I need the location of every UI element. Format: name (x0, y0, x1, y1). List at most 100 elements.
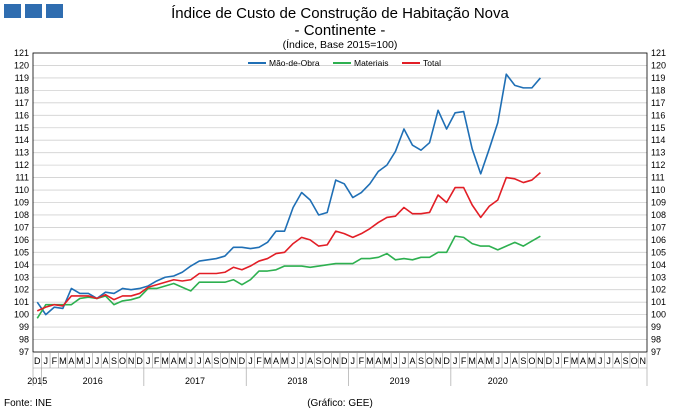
x-month-label: F (154, 356, 160, 366)
x-month-label: S (520, 356, 526, 366)
y-tick-label-left: 116 (15, 110, 29, 120)
y-tick-label-left: 99 (19, 322, 29, 332)
x-month-label: J (248, 356, 253, 366)
x-month-label: M (588, 356, 596, 366)
chart-note: (Índice, Base 2015=100) (282, 39, 398, 51)
y-tick-label-right: 111 (651, 173, 665, 183)
x-month-label: F (461, 356, 467, 366)
x-month-label: N (435, 356, 442, 366)
y-tick-label-left: 102 (14, 285, 29, 295)
x-month-label: A (375, 356, 381, 366)
x-month-label: M (178, 356, 186, 366)
x-month-label: A (614, 356, 620, 366)
y-tick-label-right: 118 (651, 85, 665, 95)
x-month-label: F (359, 356, 365, 366)
x-month-label: S (623, 356, 629, 366)
y-tick-label-right: 101 (651, 297, 666, 307)
x-month-label: O (528, 356, 535, 366)
x-year-label: 2015 (27, 376, 47, 386)
y-tick-label-right: 109 (651, 198, 666, 208)
x-year-label: 2017 (185, 376, 205, 386)
y-tick-label-right: 112 (651, 160, 665, 170)
x-year-label: 2016 (83, 376, 103, 386)
x-month-label: A (273, 356, 279, 366)
y-tick-label-left: 108 (14, 210, 29, 220)
y-tick-label-left: 104 (14, 260, 29, 270)
y-tick-label-right: 98 (651, 335, 661, 345)
x-month-label: M (59, 356, 67, 366)
logo-block-1 (4, 4, 21, 18)
x-year-label: 2019 (390, 376, 410, 386)
y-tick-label-left: 98 (19, 335, 29, 345)
x-month-label: N (230, 356, 237, 366)
y-tick-label-left: 101 (14, 297, 29, 307)
x-month-label: J (496, 356, 501, 366)
x-month-label: O (221, 356, 228, 366)
x-month-label: J (197, 356, 202, 366)
series-line-total (36, 171, 541, 312)
y-tick-label-left: 115 (15, 123, 29, 133)
y-tick-label-right: 104 (651, 260, 666, 270)
x-month-label: J (146, 356, 151, 366)
x-month-label: J (555, 356, 560, 366)
x-month-label: A (68, 356, 74, 366)
y-tick-label-left: 117 (15, 98, 29, 108)
y-tick-label-left: 121 (14, 48, 29, 58)
y-tick-label-right: 113 (651, 148, 665, 158)
y-tick-label-left: 105 (14, 247, 29, 257)
x-month-label: D (341, 356, 348, 366)
y-tick-label-left: 112 (15, 160, 29, 170)
y-tick-label-left: 100 (14, 310, 29, 320)
y-tick-label-left: 106 (14, 235, 29, 245)
y-tick-label-left: 107 (14, 222, 29, 232)
x-month-label: J (351, 356, 356, 366)
logo-block-3 (46, 4, 63, 18)
x-month-label: F (52, 356, 58, 366)
x-month-label: S (213, 356, 219, 366)
y-tick-label-left: 113 (15, 148, 29, 158)
x-month-label: J (291, 356, 296, 366)
x-month-label: J (453, 356, 458, 366)
x-month-label: M (366, 356, 374, 366)
x-month-label: A (171, 356, 177, 366)
y-tick-label-left: 114 (15, 135, 29, 145)
source-note: Fonte: INE (4, 398, 52, 409)
y-tick-label-right: 107 (651, 222, 666, 232)
y-tick-label-right: 115 (651, 123, 665, 133)
x-month-label: J (95, 356, 100, 366)
y-tick-label-left: 110 (15, 185, 29, 195)
x-month-label: D (136, 356, 143, 366)
y-tick-label-left: 109 (14, 198, 29, 208)
x-month-label: S (316, 356, 322, 366)
x-month-label: D (443, 356, 450, 366)
series-line-materiais (36, 235, 541, 319)
series-line-mao-de-obra (36, 73, 542, 316)
x-month-label: J (189, 356, 194, 366)
x-month-label: A (478, 356, 484, 366)
x-month-label: J (86, 356, 91, 366)
credit-note: (Gráfico: GEE) (307, 398, 373, 409)
x-month-label: M (264, 356, 272, 366)
legend-label: Mão-de-Obra (269, 58, 320, 68)
x-month-label: N (639, 356, 646, 366)
y-tick-label-right: 102 (651, 285, 666, 295)
y-tick-label-right: 119 (651, 73, 665, 83)
y-tick-label-right: 114 (651, 135, 665, 145)
y-tick-label-left: 97 (19, 347, 29, 357)
x-month-label: J (598, 356, 603, 366)
x-month-label: A (307, 356, 313, 366)
x-month-label: M (76, 356, 84, 366)
x-month-label: S (418, 356, 424, 366)
legend-label: Total (423, 58, 441, 68)
y-tick-label-left: 119 (15, 73, 29, 83)
x-month-label: M (571, 356, 579, 366)
x-month-label: O (631, 356, 638, 366)
y-tick-label-right: 106 (651, 235, 666, 245)
x-month-label: A (409, 356, 415, 366)
y-tick-label-right: 97 (651, 347, 661, 357)
x-year-label: 2018 (287, 376, 307, 386)
x-month-label: O (324, 356, 331, 366)
x-month-label: M (161, 356, 169, 366)
x-month-label: N (537, 356, 544, 366)
